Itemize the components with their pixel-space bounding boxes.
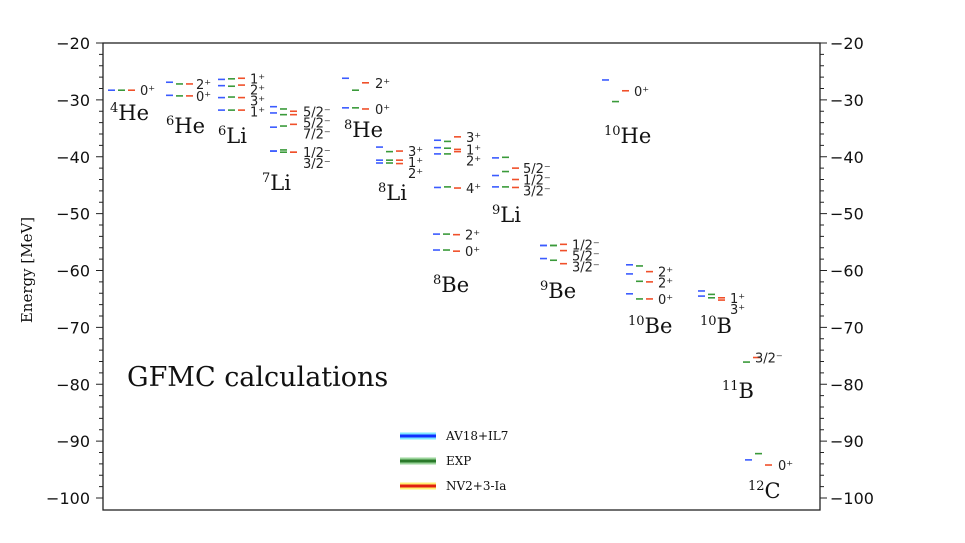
tick-label-right: −70 bbox=[830, 318, 864, 337]
nucleus-label: 7Li bbox=[262, 171, 291, 195]
nucleus-label: 9Li bbox=[492, 203, 521, 227]
level-label: 3/2⁻ bbox=[755, 352, 783, 367]
level-label: 2⁺ bbox=[375, 77, 390, 92]
nucleus-label: 4He bbox=[110, 101, 149, 125]
level-label: 5/2⁻ bbox=[572, 249, 600, 264]
nucleus-8Li: 3⁺1⁺2⁺8Li bbox=[376, 145, 423, 205]
nucleus-9Be: 1/2⁻5/2⁻3/2⁻ 9Be bbox=[540, 238, 600, 303]
level-label: 0⁺ bbox=[375, 103, 390, 118]
tick-label-right: −30 bbox=[830, 91, 864, 110]
tick-label-left: −40 bbox=[56, 148, 90, 167]
nucleus-11B: 3/2⁻11B bbox=[722, 352, 783, 403]
nucleus-8Be: 2⁺0⁺ 8Be bbox=[433, 229, 480, 297]
level-label: 0⁺ bbox=[196, 90, 211, 105]
tick-label-left: −100 bbox=[46, 489, 90, 508]
level-label: 2⁺ bbox=[408, 167, 423, 182]
tick-label-right: −80 bbox=[830, 375, 864, 394]
level-label: 1⁺ bbox=[250, 72, 265, 87]
nucleus-label: 10Be bbox=[628, 314, 672, 338]
tick-label-left: −90 bbox=[56, 432, 90, 451]
nucleus-10Be: 2⁺2⁺0⁺10Be bbox=[626, 264, 673, 338]
nucleus-6He: 2⁺0⁺ 6He bbox=[166, 78, 211, 138]
level-label: 2⁺ bbox=[196, 78, 211, 93]
tick-label-right: −50 bbox=[830, 205, 864, 224]
chart-title: GFMC calculations bbox=[127, 362, 388, 393]
nucleus-label: 8He bbox=[344, 118, 383, 142]
level-label: 3⁺ bbox=[466, 131, 481, 146]
nucleus-6Li: 1⁺2⁺3⁺1⁺6Li bbox=[218, 72, 265, 148]
nucleus-label: 8Be bbox=[433, 273, 469, 297]
nucleus-group: 3⁺1⁺2⁺ 4⁺ bbox=[434, 131, 481, 197]
level-label: 3⁺ bbox=[250, 94, 265, 109]
level-label: 3⁺ bbox=[408, 145, 423, 160]
level-label: 2⁺ bbox=[250, 83, 265, 98]
level-label: 3⁺ bbox=[730, 303, 745, 318]
nucleus-7Li: 5/2⁻5/2⁻7/2⁻1/2⁻3/2⁻7Li bbox=[262, 105, 331, 195]
level-label: 2⁺ bbox=[465, 229, 480, 244]
level-label: 1/2⁻ bbox=[572, 238, 600, 253]
level-label: 7/2⁻ bbox=[303, 127, 331, 142]
level-label: 1⁺ bbox=[408, 156, 423, 171]
level-label: 1/2⁻ bbox=[303, 146, 331, 161]
nucleus-4He: 0⁺4He bbox=[108, 84, 155, 125]
tick-label-right: −90 bbox=[830, 432, 864, 451]
nucleus-10B: 1⁺3⁺10B bbox=[698, 290, 745, 338]
legend-label: EXP bbox=[446, 454, 471, 468]
tick-label-left: −30 bbox=[56, 91, 90, 110]
level-label: 5/2⁻ bbox=[523, 162, 551, 177]
tick-label-left: −60 bbox=[56, 262, 90, 281]
nucleus-label: 8Li bbox=[378, 181, 407, 205]
level-label: 1⁺ bbox=[730, 292, 745, 307]
tick-label-left: −70 bbox=[56, 318, 90, 337]
nucleus-label: 6He bbox=[166, 114, 205, 138]
level-label: 2⁺ bbox=[658, 277, 673, 292]
nucleus-10He: 0⁺ 10He bbox=[602, 79, 651, 148]
legend-label: AV18+IL7 bbox=[445, 429, 508, 443]
level-label: 1⁺ bbox=[466, 143, 481, 158]
level-label: 0⁺ bbox=[778, 459, 793, 474]
tick-label-right: −40 bbox=[830, 148, 864, 167]
nucleus-label: 9Be bbox=[540, 279, 576, 303]
nucleus-12C: 0⁺12C bbox=[745, 452, 793, 503]
tick-label-left: −20 bbox=[56, 34, 90, 53]
level-label: 0⁺ bbox=[634, 85, 649, 100]
level-label: 2⁺ bbox=[658, 266, 673, 281]
level-label: 3/2⁻ bbox=[572, 260, 600, 275]
level-label: 0⁺ bbox=[658, 293, 673, 308]
level-label: 3/2⁻ bbox=[523, 185, 551, 200]
level-label: 2⁺ bbox=[466, 154, 481, 169]
tick-label-left: −50 bbox=[56, 205, 90, 224]
tick-label-right: −20 bbox=[830, 34, 864, 53]
nucleus-label: 10B bbox=[700, 314, 732, 338]
level-label: 3/2⁻ bbox=[303, 157, 331, 172]
legend-label: NV2+3-Ia bbox=[446, 479, 506, 493]
tick-label-left: −80 bbox=[56, 375, 90, 394]
level-label: 4⁺ bbox=[466, 182, 481, 197]
level-label: 1/2⁻ bbox=[523, 174, 551, 189]
tick-label-right: −60 bbox=[830, 262, 864, 281]
level-label: 1⁺ bbox=[250, 105, 265, 120]
nucleus-label: 10He bbox=[604, 124, 651, 148]
nucleus-9Li: 5/2⁻1/2⁻3/2⁻9Li bbox=[492, 156, 551, 227]
level-label: 0⁺ bbox=[140, 84, 155, 99]
nucleus-label: 6Li bbox=[218, 124, 247, 148]
nucleus-label: 12C bbox=[748, 479, 781, 503]
level-label: 5/2⁻ bbox=[303, 105, 331, 120]
plot-frame bbox=[102, 42, 821, 511]
level-label: 5/2⁻ bbox=[303, 116, 331, 131]
tick-label-right: −100 bbox=[830, 489, 874, 508]
level-label: 0⁺ bbox=[465, 245, 480, 260]
nucleus-label: 11B bbox=[722, 379, 754, 403]
y-axis-label: Energy [MeV] bbox=[18, 217, 36, 323]
nucleus-8He: 2⁺ 0⁺8He bbox=[342, 77, 390, 142]
